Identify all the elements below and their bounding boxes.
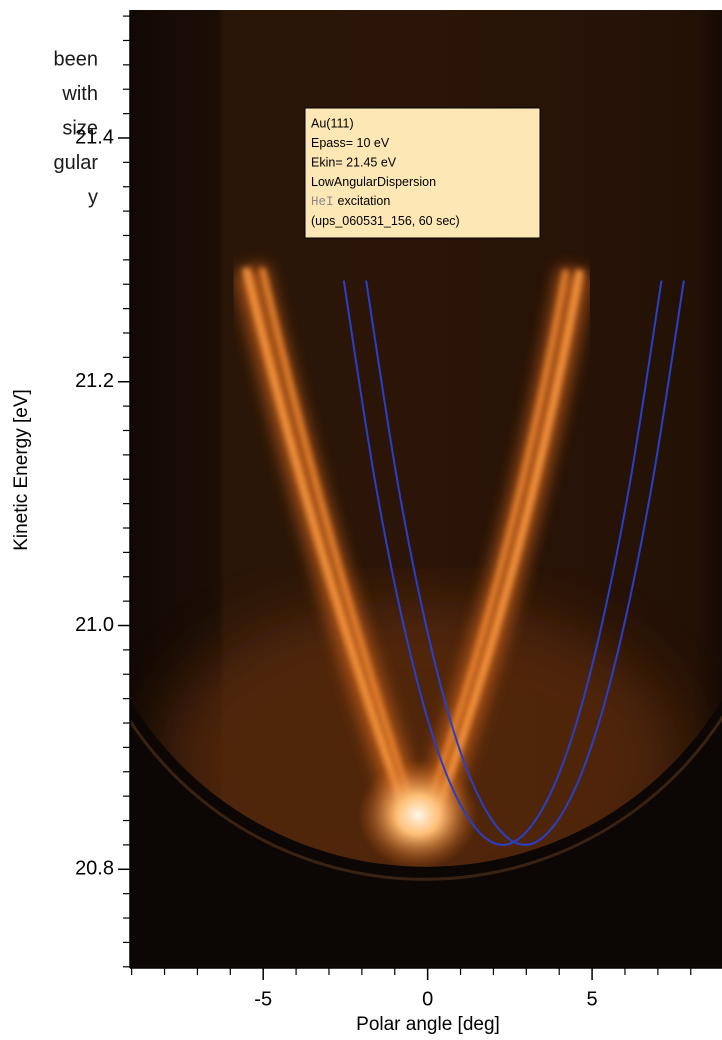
page-text: size	[62, 117, 98, 139]
y-axis-title: Kinetic Energy [eV]	[11, 389, 32, 551]
x-tick-label: -5	[254, 988, 272, 1010]
annotation-code: HeI	[311, 195, 334, 209]
model-curve	[365, 280, 685, 846]
page-text: been	[54, 48, 99, 70]
page-text: y	[88, 186, 98, 208]
annotation-line: (ups_060531_156, 60 sec)	[311, 214, 460, 228]
annotation-line: HeI excitation	[311, 194, 390, 209]
y-tick-label: 21.0	[75, 614, 114, 636]
page-text: gular	[54, 152, 99, 174]
annotation-line: Epass= 10 eV	[311, 136, 390, 150]
annotation-line: Ekin= 21.45 eV	[311, 155, 397, 169]
annotation-text: excitation	[338, 194, 391, 208]
x-axis-title: Polar angle [deg]	[356, 1014, 500, 1035]
model-curve	[342, 280, 663, 846]
y-tick-label: 20.8	[75, 858, 114, 880]
annotation-line: LowAngularDispersion	[311, 175, 436, 189]
y-tick-label: 21.4	[75, 126, 114, 148]
annotation-line: Au(111)	[311, 116, 354, 130]
x-tick-label: 5	[587, 988, 598, 1010]
annotation-box	[304, 107, 541, 239]
page-text: with	[61, 83, 98, 105]
curves	[342, 280, 685, 846]
x-tick-label: 0	[422, 988, 433, 1010]
y-tick-label: 21.2	[75, 370, 114, 392]
